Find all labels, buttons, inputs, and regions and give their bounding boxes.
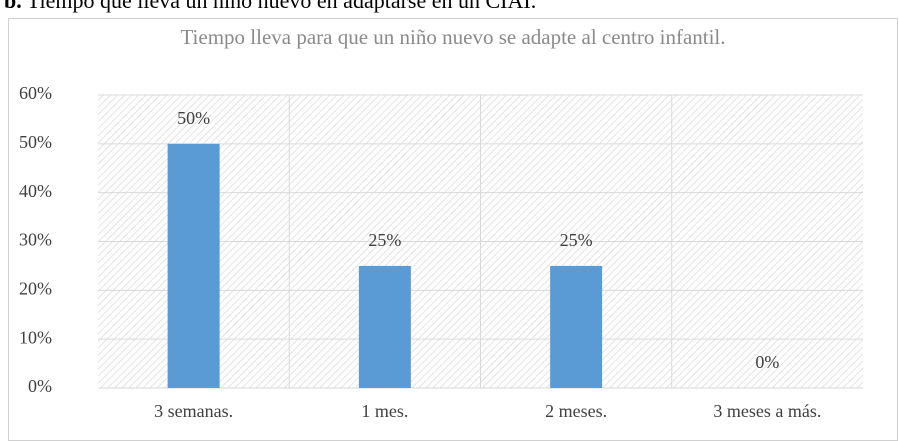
bar bbox=[550, 265, 603, 388]
y-tick-label: 0% bbox=[28, 376, 52, 396]
data-label: 0% bbox=[755, 352, 779, 372]
bar bbox=[167, 143, 220, 388]
y-tick-label: 30% bbox=[19, 230, 52, 250]
x-tick-label: 3 meses a más. bbox=[713, 401, 821, 421]
y-tick-label: 60% bbox=[19, 83, 52, 103]
x-tick-label: 1 mes. bbox=[361, 401, 408, 421]
bar bbox=[358, 265, 411, 388]
caption-text: Tiempo que lleva un niño nuevo en adapta… bbox=[26, 0, 537, 13]
y-tick-label: 20% bbox=[19, 278, 52, 298]
data-label: 50% bbox=[177, 108, 210, 128]
chart-title: Tiempo lleva para que un niño nuevo se a… bbox=[180, 25, 726, 49]
y-tick-label: 10% bbox=[19, 327, 52, 347]
y-tick-label: 50% bbox=[19, 132, 52, 152]
caption-label: b. bbox=[4, 0, 22, 13]
x-tick-label: 3 semanas. bbox=[154, 401, 233, 421]
data-label: 25% bbox=[560, 230, 593, 250]
caption: b. Tiempo que lleva un niño nuevo en ada… bbox=[4, 0, 536, 14]
data-label: 25% bbox=[368, 230, 401, 250]
x-tick-label: 2 meses. bbox=[545, 401, 607, 421]
y-tick-label: 40% bbox=[19, 181, 52, 201]
